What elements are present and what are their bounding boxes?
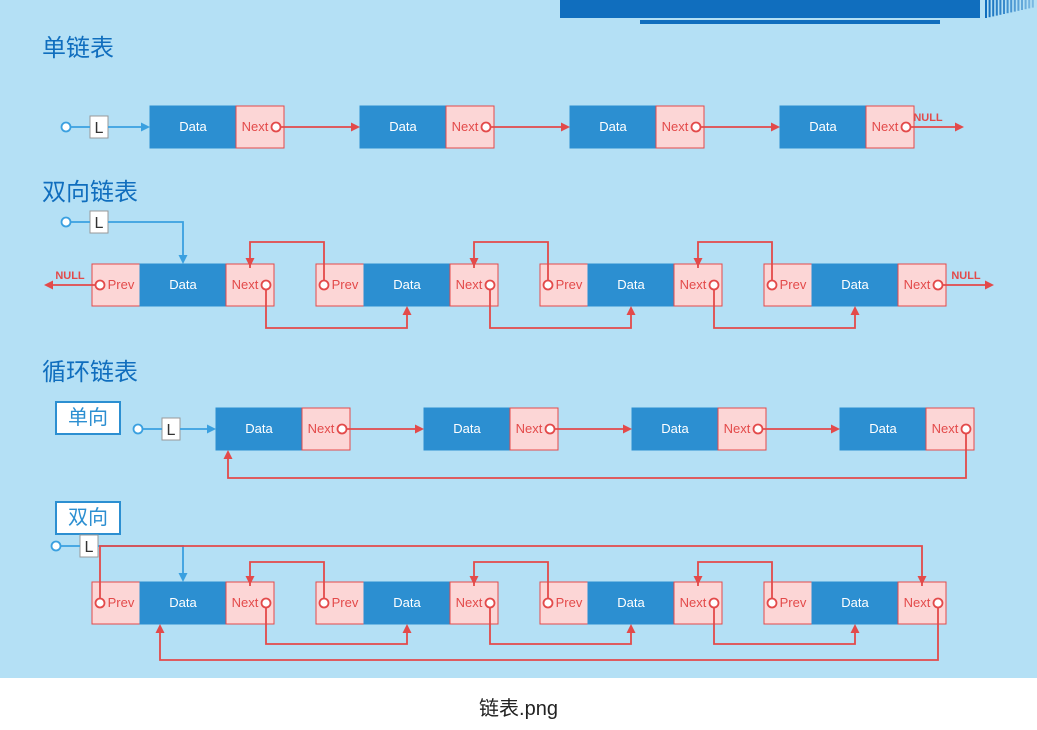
svg-text:Next: Next — [904, 595, 931, 610]
svg-text:Data: Data — [169, 277, 197, 292]
svg-text:Next: Next — [452, 119, 479, 134]
svg-text:Prev: Prev — [332, 277, 359, 292]
svg-text:L: L — [95, 120, 104, 137]
svg-text:NULL: NULL — [913, 112, 943, 124]
title-doubly: 双向链表 — [42, 179, 138, 206]
svg-text:Prev: Prev — [556, 277, 583, 292]
linked-list-diagram: 单链表 L Data Next Data Next Data Next Data Next NULL… — [0, 0, 1037, 678]
svg-text:Data: Data — [841, 277, 869, 292]
svg-text:L: L — [85, 539, 94, 556]
svg-text:Next: Next — [724, 421, 751, 436]
title-circular: 循环链表 — [42, 359, 138, 386]
svg-text:Data: Data — [179, 119, 207, 134]
svg-text:NULL: NULL — [951, 270, 981, 282]
svg-text:Prev: Prev — [556, 595, 583, 610]
svg-text:Data: Data — [599, 119, 627, 134]
svg-text:Data: Data — [809, 119, 837, 134]
svg-text:Next: Next — [308, 421, 335, 436]
subtitle-single: 单向 — [68, 406, 108, 429]
svg-text:Data: Data — [453, 421, 481, 436]
svg-text:Next: Next — [904, 277, 931, 292]
svg-text:Prev: Prev — [108, 277, 135, 292]
svg-text:L: L — [95, 215, 104, 232]
svg-text:L: L — [167, 422, 176, 439]
svg-text:Next: Next — [456, 595, 483, 610]
subtitle-double: 双向 — [68, 506, 108, 529]
svg-text:Next: Next — [932, 421, 959, 436]
image-caption: 链表.png — [0, 678, 1037, 725]
svg-text:Data: Data — [841, 595, 869, 610]
svg-text:Next: Next — [872, 119, 899, 134]
svg-text:Prev: Prev — [780, 595, 807, 610]
svg-text:Data: Data — [617, 595, 645, 610]
svg-text:Next: Next — [456, 277, 483, 292]
svg-text:Next: Next — [680, 277, 707, 292]
svg-text:Data: Data — [617, 277, 645, 292]
svg-text:Prev: Prev — [780, 277, 807, 292]
svg-text:Data: Data — [245, 421, 273, 436]
svg-text:Next: Next — [242, 119, 269, 134]
svg-text:Prev: Prev — [108, 595, 135, 610]
title-singly: 单链表 — [42, 35, 114, 62]
svg-text:NULL: NULL — [55, 270, 85, 282]
svg-text:Prev: Prev — [332, 595, 359, 610]
svg-text:Next: Next — [516, 421, 543, 436]
svg-text:Data: Data — [389, 119, 417, 134]
svg-text:Data: Data — [869, 421, 897, 436]
svg-text:Data: Data — [393, 277, 421, 292]
svg-text:Next: Next — [662, 119, 689, 134]
svg-text:Next: Next — [232, 277, 259, 292]
svg-text:Next: Next — [680, 595, 707, 610]
svg-text:Data: Data — [169, 595, 197, 610]
svg-text:Data: Data — [661, 421, 689, 436]
svg-text:Data: Data — [393, 595, 421, 610]
svg-text:Next: Next — [232, 595, 259, 610]
